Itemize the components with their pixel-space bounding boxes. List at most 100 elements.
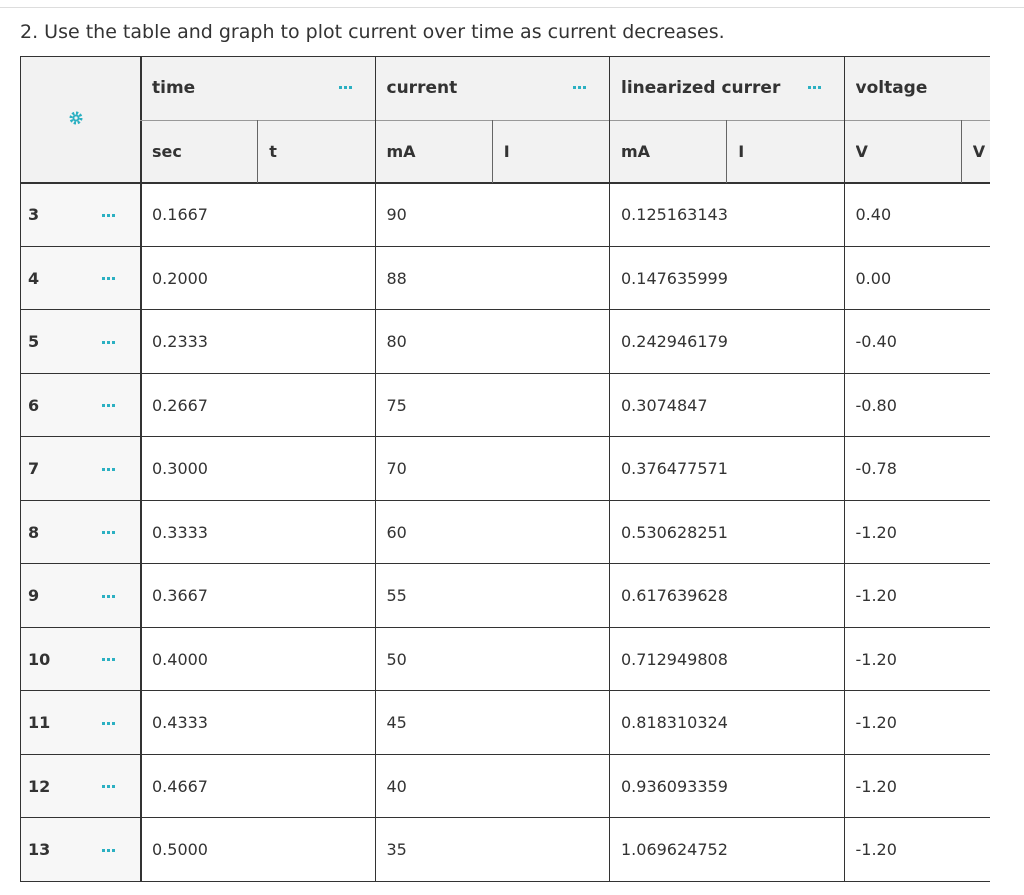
cell-value: 1.069624752 xyxy=(621,840,728,860)
row-index: 13 xyxy=(28,840,51,860)
cell-value: 0.4333 xyxy=(152,713,208,733)
subcolumn-divider xyxy=(960,120,962,183)
row-index: 6 xyxy=(28,395,40,415)
cell-value: -1.20 xyxy=(855,522,897,542)
column-name: voltage xyxy=(855,78,928,98)
subcolumn-divider xyxy=(726,120,728,183)
row-border xyxy=(20,372,990,374)
cell-value: -0.78 xyxy=(855,459,897,479)
cell-value: 0.125163143 xyxy=(621,205,728,225)
cell-value: 0.2000 xyxy=(152,268,208,288)
table-left-border xyxy=(20,56,21,882)
row-menu[interactable] xyxy=(102,594,115,598)
column-name: time xyxy=(152,78,196,98)
column-menu[interactable] xyxy=(338,86,352,89)
column-symbol: t xyxy=(269,142,277,161)
row-menu[interactable] xyxy=(102,467,115,471)
row-border xyxy=(20,690,990,691)
row-header-divider xyxy=(140,56,142,882)
cell-value: -1.20 xyxy=(855,649,897,669)
column-unit: mA xyxy=(621,142,651,161)
cell-value: -0.40 xyxy=(855,332,897,352)
cell-value: 0.5000 xyxy=(152,840,208,860)
row-index: 7 xyxy=(28,459,40,479)
row-index: 11 xyxy=(28,713,51,733)
header-background xyxy=(20,56,990,183)
cell-value: 45 xyxy=(386,713,407,733)
cell-value: 50 xyxy=(386,649,407,669)
column-symbol: I xyxy=(503,142,510,161)
cell-value: 0.40 xyxy=(855,205,892,225)
row-menu[interactable] xyxy=(102,213,115,217)
row-border xyxy=(20,880,990,882)
row-index: 5 xyxy=(28,332,40,352)
cell-value: 0.2667 xyxy=(152,395,208,415)
row-header-background xyxy=(20,183,140,882)
cell-value: 0.00 xyxy=(855,268,892,288)
cell-value: 35 xyxy=(386,840,407,860)
row-menu[interactable] xyxy=(102,721,115,725)
question-title: 2. Use the table and graph to plot curre… xyxy=(20,21,725,43)
cell-value: 0.242946179 xyxy=(621,332,728,352)
column-divider xyxy=(374,56,376,882)
column-menu[interactable] xyxy=(573,86,586,89)
cell-value: 0.376477571 xyxy=(621,459,728,479)
row-menu[interactable] xyxy=(102,277,115,281)
cell-value: 0.617639628 xyxy=(621,586,728,606)
row-menu[interactable] xyxy=(102,340,115,344)
cell-value: -0.80 xyxy=(855,395,897,415)
cell-value: 75 xyxy=(386,395,407,415)
cell-value: 0.3000 xyxy=(152,459,208,479)
row-index: 10 xyxy=(28,649,51,669)
row-index: 12 xyxy=(28,776,51,796)
column-name: linearized currer xyxy=(621,78,781,98)
cell-value: -1.20 xyxy=(855,586,897,606)
cell-value: 0.818310324 xyxy=(621,713,728,733)
cell-value: 0.530628251 xyxy=(621,522,728,542)
cell-value: -1.20 xyxy=(855,840,897,860)
cell-value: 0.3667 xyxy=(152,586,208,606)
cell-value: 55 xyxy=(386,586,407,606)
row-menu[interactable] xyxy=(102,658,115,662)
row-menu[interactable] xyxy=(102,785,115,789)
row-border xyxy=(20,245,990,247)
cell-value: 0.936093359 xyxy=(621,776,728,796)
cell-value: 70 xyxy=(386,459,407,479)
row-border xyxy=(20,563,990,564)
header-row-divider xyxy=(140,120,990,121)
column-divider xyxy=(609,56,610,882)
header-bottom-border xyxy=(20,182,990,184)
row-border xyxy=(20,626,990,628)
row-border xyxy=(20,499,990,501)
column-unit: mA xyxy=(386,142,416,161)
row-border xyxy=(20,309,990,310)
cell-value: 0.3333 xyxy=(152,522,208,542)
top-rule xyxy=(0,7,1024,8)
column-divider xyxy=(843,56,845,882)
column-menu[interactable] xyxy=(807,86,821,89)
cell-value: 90 xyxy=(386,205,407,225)
cell-value: 80 xyxy=(386,332,407,352)
cell-value: 0.3074847 xyxy=(621,395,708,415)
row-index: 8 xyxy=(28,522,40,542)
subcolumn-divider xyxy=(257,120,259,183)
row-index: 3 xyxy=(28,205,40,225)
column-name: current xyxy=(386,78,458,98)
cell-value: -1.20 xyxy=(855,776,897,796)
column-symbol: V xyxy=(972,142,986,161)
cell-value: 0.147635999 xyxy=(621,268,728,288)
cell-value: 0.712949808 xyxy=(621,649,728,669)
row-menu[interactable] xyxy=(102,404,115,408)
row-border xyxy=(20,753,990,755)
row-menu[interactable] xyxy=(102,531,115,535)
cell-value: 0.2333 xyxy=(152,332,208,352)
row-border xyxy=(20,436,990,437)
column-unit: V xyxy=(855,142,868,161)
cell-value: 0.1667 xyxy=(152,205,208,225)
cell-value: 60 xyxy=(386,522,407,542)
row-menu[interactable] xyxy=(102,848,115,852)
settings-gear[interactable] xyxy=(68,110,84,126)
column-unit: sec xyxy=(152,142,182,161)
